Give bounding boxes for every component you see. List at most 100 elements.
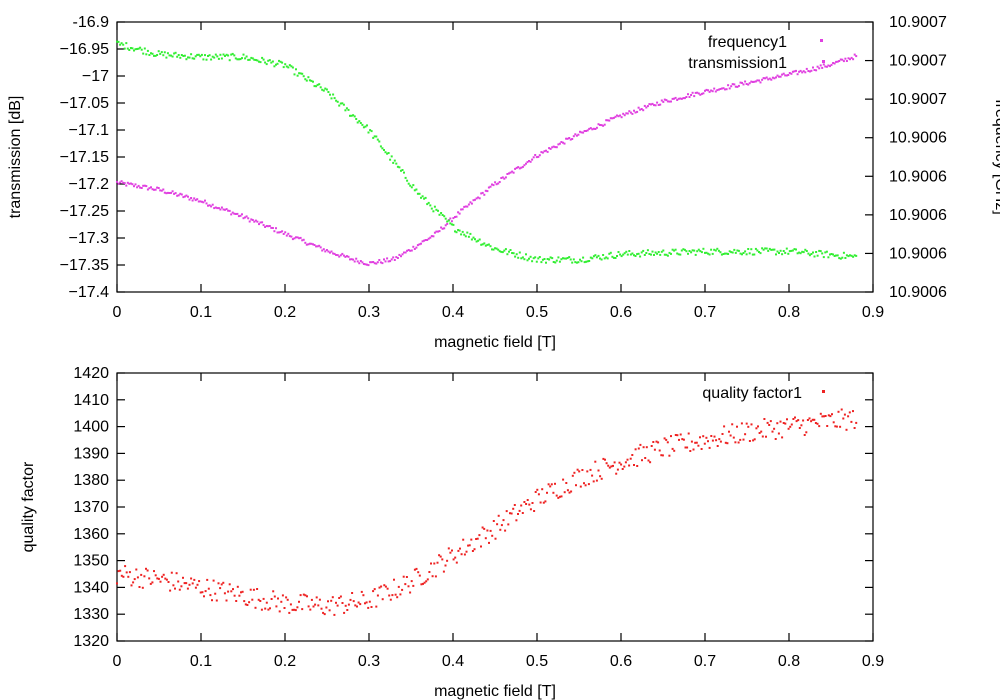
transmission1-point xyxy=(483,242,486,245)
transmission1-point xyxy=(853,254,856,257)
transmission1-point xyxy=(230,53,233,56)
transmission1-point xyxy=(310,79,313,82)
frequency1-point xyxy=(640,108,643,110)
transmission1-point xyxy=(217,57,220,60)
frequency1-point xyxy=(375,262,378,265)
transmission1-point xyxy=(580,260,583,263)
frequency1-point xyxy=(730,85,733,88)
transmission1-point xyxy=(379,145,382,148)
quality-factor1-point xyxy=(423,581,426,584)
transmission1-point xyxy=(156,54,159,56)
frequency1-point xyxy=(307,243,310,246)
frequency1-point xyxy=(622,112,625,115)
quality-factor1-point xyxy=(331,596,334,599)
frequency1-point xyxy=(386,257,389,260)
frequency1-point xyxy=(474,198,476,201)
transmission1-point xyxy=(318,83,321,86)
transmission1-point xyxy=(123,47,126,50)
quality-factor1-point xyxy=(589,468,592,471)
frequency1-point xyxy=(676,99,679,101)
quality-factor1-point xyxy=(175,572,178,575)
frequency1-point xyxy=(481,191,484,194)
quality-factor1-point xyxy=(637,447,640,450)
transmission1-point xyxy=(670,252,672,255)
x-tick-label: 0.9 xyxy=(862,304,884,321)
quality-factor1-point xyxy=(765,435,767,438)
quality-factor1-point xyxy=(335,601,337,604)
quality-factor1-point xyxy=(426,578,429,581)
quality-factor1-point xyxy=(275,605,278,608)
quality-factor1-point xyxy=(492,520,495,522)
frequency1-point xyxy=(457,211,460,214)
quality-factor1-point xyxy=(146,569,149,572)
bottom-plot-frame xyxy=(116,372,874,642)
quality-factor1-point xyxy=(273,595,276,598)
transmission1-point xyxy=(847,255,850,258)
transmission1-point xyxy=(412,184,415,187)
quality-factor1-point xyxy=(430,562,432,565)
quality-factor1-point xyxy=(579,485,582,488)
quality-factor1-point xyxy=(444,564,447,567)
frequency1-point xyxy=(687,93,689,96)
transmission1-point xyxy=(133,49,135,52)
quality-factor1-point xyxy=(534,491,537,493)
transmission1-point xyxy=(470,238,473,241)
transmission1-point xyxy=(722,253,725,255)
transmission1-point xyxy=(648,253,651,255)
transmission1-point xyxy=(517,256,520,259)
transmission1-point xyxy=(702,247,705,250)
quality-factor1-point xyxy=(560,495,563,498)
frequency1-point xyxy=(450,220,453,223)
transmission1-point xyxy=(704,251,706,254)
quality-factor1-point xyxy=(839,425,842,428)
bottom-y-axis-title: quality factor xyxy=(20,461,37,552)
y-tick-label: 1390 xyxy=(73,445,109,462)
quality-factor1-point xyxy=(436,561,439,564)
x-tick-label: 0.3 xyxy=(358,304,380,321)
frequency1-point xyxy=(227,209,230,212)
frequency1-point xyxy=(345,255,348,258)
quality-factor1-point xyxy=(222,581,225,584)
quality-factor1-point xyxy=(117,570,120,573)
transmission1-point xyxy=(773,248,776,251)
frequency1-point xyxy=(668,100,671,103)
transmission1-point xyxy=(625,250,628,253)
frequency1-point xyxy=(714,90,717,93)
frequency1-point xyxy=(483,193,486,196)
quality-factor1-point xyxy=(376,594,379,597)
transmission1-point xyxy=(541,258,544,261)
frequency1-point xyxy=(537,155,540,158)
frequency1-point xyxy=(765,76,768,79)
frequency1-point xyxy=(842,60,845,63)
transmission1-point xyxy=(333,97,336,100)
frequency1-point xyxy=(597,123,600,126)
frequency1-point xyxy=(838,60,841,62)
transmission1-point xyxy=(247,58,250,61)
frequency1-point xyxy=(662,100,665,103)
quality-factor1-point xyxy=(774,438,777,440)
transmission1-point xyxy=(433,205,436,208)
transmission1-point xyxy=(180,54,183,56)
quality-factor1-point xyxy=(336,604,339,607)
frequency1-point xyxy=(694,91,697,94)
frequency1-point xyxy=(234,213,237,215)
frequency1-point xyxy=(775,76,777,79)
frequency1-point xyxy=(387,260,390,263)
transmission1-point xyxy=(390,155,393,158)
transmission1-point xyxy=(560,258,563,261)
transmission1-point xyxy=(162,54,165,57)
quality-factor1-point xyxy=(623,465,626,468)
frequency1-point xyxy=(341,252,344,255)
y-tick-label: 1370 xyxy=(73,499,109,516)
frequency1-point xyxy=(495,183,498,186)
frequency1-point xyxy=(469,201,472,204)
transmission1-point xyxy=(288,64,291,67)
quality-factor1-point xyxy=(170,571,173,574)
transmission1-point xyxy=(716,247,719,250)
transmission1-point xyxy=(845,254,848,257)
quality-factor1-point xyxy=(666,441,669,444)
frequency1-point xyxy=(759,81,762,84)
transmission1-point xyxy=(529,255,532,258)
quality-factor1-point xyxy=(782,422,785,424)
frequency1-point xyxy=(139,186,142,189)
